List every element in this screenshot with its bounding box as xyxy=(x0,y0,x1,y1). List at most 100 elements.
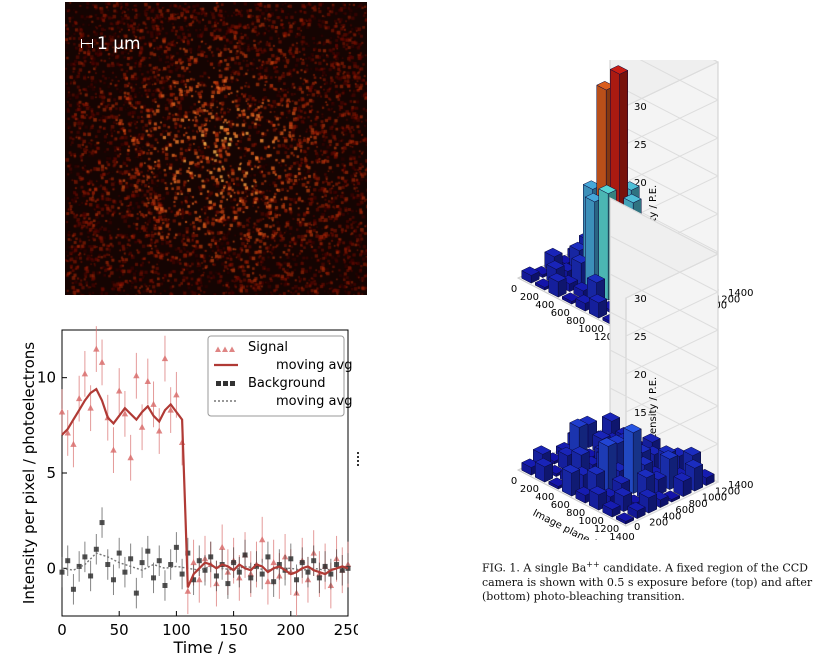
z-tick-label: 25 xyxy=(634,140,647,151)
x-tick-label: 400 xyxy=(535,492,554,503)
bar-top-face xyxy=(638,488,658,499)
background-point xyxy=(288,556,294,562)
bar-top-face xyxy=(588,293,608,304)
background-point xyxy=(179,571,185,577)
scale-bar-icon xyxy=(81,39,93,48)
bar-top-face xyxy=(623,193,642,204)
background-point xyxy=(242,552,248,558)
z-gridline xyxy=(609,349,720,451)
x-tick-label: 0 xyxy=(511,476,517,487)
signal-point xyxy=(70,440,77,447)
x-tick-label: 800 xyxy=(566,508,585,519)
histogram-bar xyxy=(548,272,567,298)
bar-top-face xyxy=(548,272,567,283)
caption-text-b: candidate. A fixed region of the CCD cam… xyxy=(482,561,813,603)
signal-point xyxy=(144,377,151,384)
x-tick-label: 600 xyxy=(551,500,570,511)
x-tick-label: 1000 xyxy=(578,324,603,335)
signal-point xyxy=(87,404,94,411)
x-tick-label: 200 xyxy=(520,292,539,303)
bar-top-face xyxy=(532,445,552,455)
background-point xyxy=(139,560,145,566)
bar-top-face xyxy=(586,465,606,476)
signal-point xyxy=(133,372,140,379)
y-tick-label: 5 xyxy=(46,464,56,482)
y-tick-label: 1200 xyxy=(715,486,740,497)
legend-background-marker xyxy=(223,381,228,386)
signal-point xyxy=(156,427,163,434)
x-tick-label: 1000 xyxy=(578,516,603,527)
x-tick-label: 800 xyxy=(566,316,585,327)
background-point xyxy=(311,558,317,564)
background-point xyxy=(82,554,88,560)
background-point xyxy=(316,575,322,581)
x-tick-label: 50 xyxy=(110,621,129,639)
bar-top-face xyxy=(673,472,692,482)
background-point xyxy=(110,577,116,583)
bar-top-face xyxy=(534,457,554,468)
background-point xyxy=(133,590,139,596)
signal-point xyxy=(98,358,106,365)
background-point xyxy=(265,554,271,560)
histogram-bar xyxy=(638,488,658,514)
signal-point xyxy=(173,391,180,398)
bar-top-face xyxy=(659,450,679,460)
histogram-bar xyxy=(588,293,608,319)
stray-tick-mark xyxy=(357,452,361,466)
histogram-bar xyxy=(673,472,692,498)
signal-point xyxy=(127,454,134,461)
bar-top-face xyxy=(615,512,635,522)
signal-point xyxy=(184,587,192,594)
caption-text-a: A single Ba xyxy=(523,561,587,575)
signal-point xyxy=(75,395,83,402)
z-gridline xyxy=(609,311,720,413)
background-point xyxy=(70,586,76,592)
figure-caption: FIG. 1. A single Ba++ candidate. A fixed… xyxy=(482,558,822,604)
scale-bar: 1 μm xyxy=(81,34,141,54)
legend-signal-marker xyxy=(215,346,221,352)
bar-top-face xyxy=(609,65,629,75)
background-point xyxy=(185,550,191,556)
x-tick-label: 1400 xyxy=(609,532,634,540)
z-axis-label: Intensity / P.E. xyxy=(648,377,659,447)
x-tick-label: 150 xyxy=(219,621,248,639)
z-gridline xyxy=(609,235,720,337)
x-tick-label: 100 xyxy=(162,621,191,639)
z-tick-label: 15 xyxy=(634,408,647,419)
background-point xyxy=(334,562,340,568)
bar-top-face xyxy=(544,247,563,258)
histogram-bar xyxy=(534,457,554,483)
bar-top-face xyxy=(571,446,590,456)
legend-box xyxy=(207,335,345,417)
background-point xyxy=(76,563,82,569)
background-point xyxy=(93,546,99,552)
signal-point xyxy=(64,429,71,436)
x-tick-label: 0 xyxy=(57,621,67,639)
bar-top-face xyxy=(598,437,617,447)
signal-point xyxy=(264,578,272,585)
signal-point xyxy=(161,355,169,362)
caption-superscript: ++ xyxy=(586,560,600,569)
bar-side-face xyxy=(694,464,703,492)
x-tick-label: 1200 xyxy=(594,524,619,535)
background-point xyxy=(208,554,214,560)
bar-top-face xyxy=(661,490,681,500)
z-tick-label: 20 xyxy=(634,370,647,381)
z-gridline xyxy=(625,60,720,107)
ccd-microscope-image: 1 μm xyxy=(65,2,367,295)
z-gridline xyxy=(609,273,720,375)
background-point xyxy=(248,575,254,581)
bar-top-face xyxy=(592,430,611,440)
y-tick-label: 400 xyxy=(662,511,681,522)
background-point xyxy=(299,560,305,566)
background-point xyxy=(322,563,328,569)
bar-top-face xyxy=(611,474,631,485)
histogram-bar xyxy=(602,500,621,518)
z-gridline xyxy=(625,60,720,145)
scale-bar-label: 1 μm xyxy=(97,34,141,54)
x-tick-label: 0 xyxy=(511,284,517,295)
signal-moving-avg-line xyxy=(61,387,349,588)
bar-top-face xyxy=(636,468,656,479)
legend-label: Background xyxy=(248,376,326,391)
bar-top-face xyxy=(627,501,646,512)
